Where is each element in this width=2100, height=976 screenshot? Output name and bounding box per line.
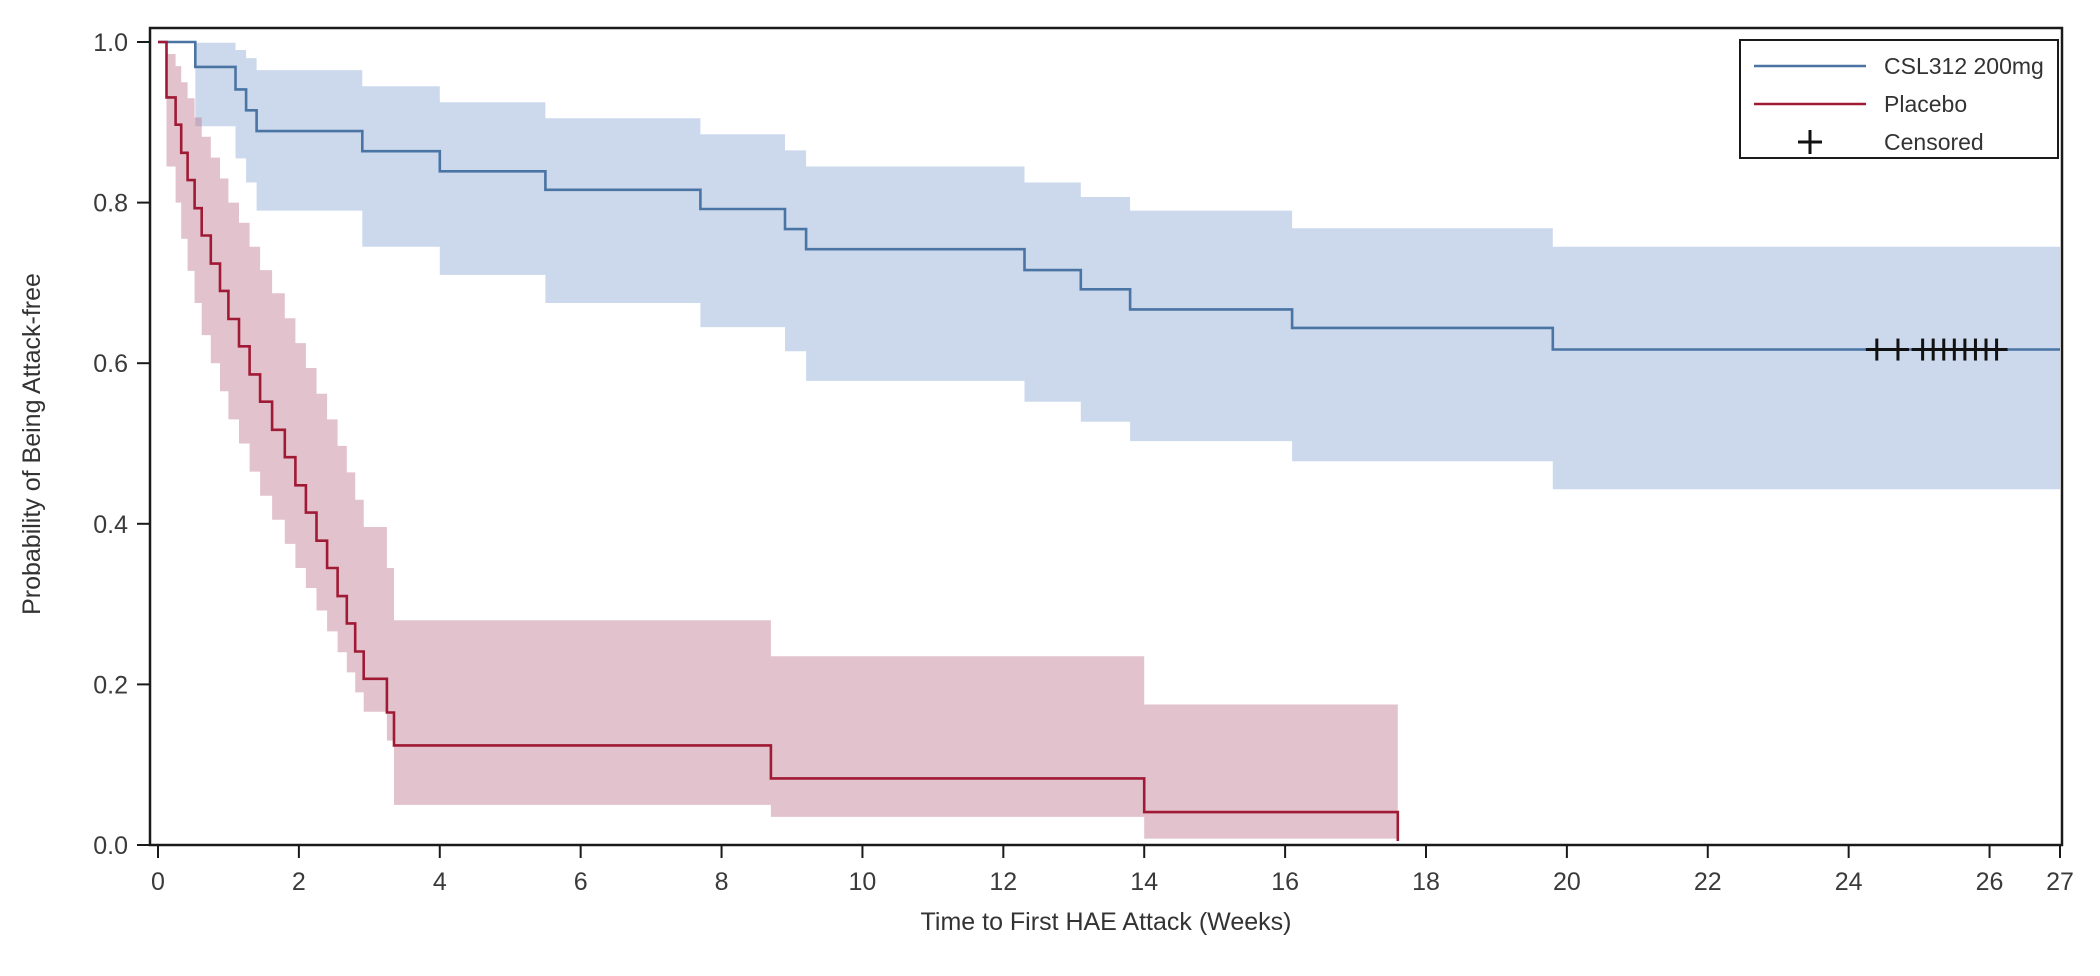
censored-marks: [1865, 338, 2008, 361]
x-axis-tick-label: 24: [1835, 868, 1863, 896]
censor-plus-icon: [1865, 338, 1888, 361]
x-axis-tick-label: 20: [1553, 868, 1581, 896]
legend: CSL312 200mg Placebo Censored: [1739, 39, 2059, 159]
x-axis-tick-label: 4: [433, 868, 447, 896]
x-axis-tick-label: 2: [292, 868, 306, 896]
ci-band-placebo: [158, 42, 1398, 839]
y-axis-tick-label: 0.2: [93, 671, 128, 699]
x-axis-tick-label: 16: [1271, 868, 1299, 896]
legend-censored-plus-icon: [1798, 130, 1822, 154]
x-axis-tick-label: 22: [1694, 868, 1722, 896]
y-axis-tick-label: 0.4: [93, 511, 128, 539]
censor-plus-icon: [1985, 338, 2008, 361]
km-line-placebo: [158, 40, 1400, 841]
y-axis-tick-label: 0.8: [93, 190, 128, 218]
censor-plus-icon: [1886, 338, 1909, 361]
x-axis-tick-label: 12: [989, 868, 1017, 896]
x-axis-tick-label: 18: [1412, 868, 1440, 896]
y-axis-title: Probability of Being Attack-free: [18, 273, 46, 615]
x-axis-tick-label: 8: [715, 868, 729, 896]
x-axis-tick-label: 6: [574, 868, 588, 896]
confidence-bands: [158, 42, 2060, 839]
y-axis-tick-label: 1.0: [93, 29, 128, 57]
x-axis-tick-label: 0: [151, 868, 165, 896]
km-line-csl312-200mg: [158, 40, 2060, 351]
legend-label-csl312: CSL312 200mg: [1884, 53, 2044, 79]
legend-label-censored: Censored: [1884, 129, 1984, 155]
x-axis-tick-label: 14: [1130, 868, 1158, 896]
survival-curves: [158, 40, 2060, 841]
x-axis-tick-label: 10: [849, 868, 877, 896]
x-axis-tick-label: 27: [2046, 868, 2074, 896]
plot-area-border: [148, 26, 2064, 847]
y-axis-tick-label: 0.0: [93, 832, 128, 860]
legend-label-placebo: Placebo: [1884, 91, 1967, 117]
legend-border: [1739, 39, 2059, 159]
x-axis-title: Time to First HAE Attack (Weeks): [921, 908, 1292, 936]
ci-band-csl312-200mg: [158, 42, 2060, 490]
y-axis-tick-label: 0.6: [93, 350, 128, 378]
x-axis-tick-label: 26: [1976, 868, 2004, 896]
axes: 0 2 4 6 8 10 12 14 16 18 20 22 24 26 270.00.20.40.60.8…: [93, 29, 2074, 896]
